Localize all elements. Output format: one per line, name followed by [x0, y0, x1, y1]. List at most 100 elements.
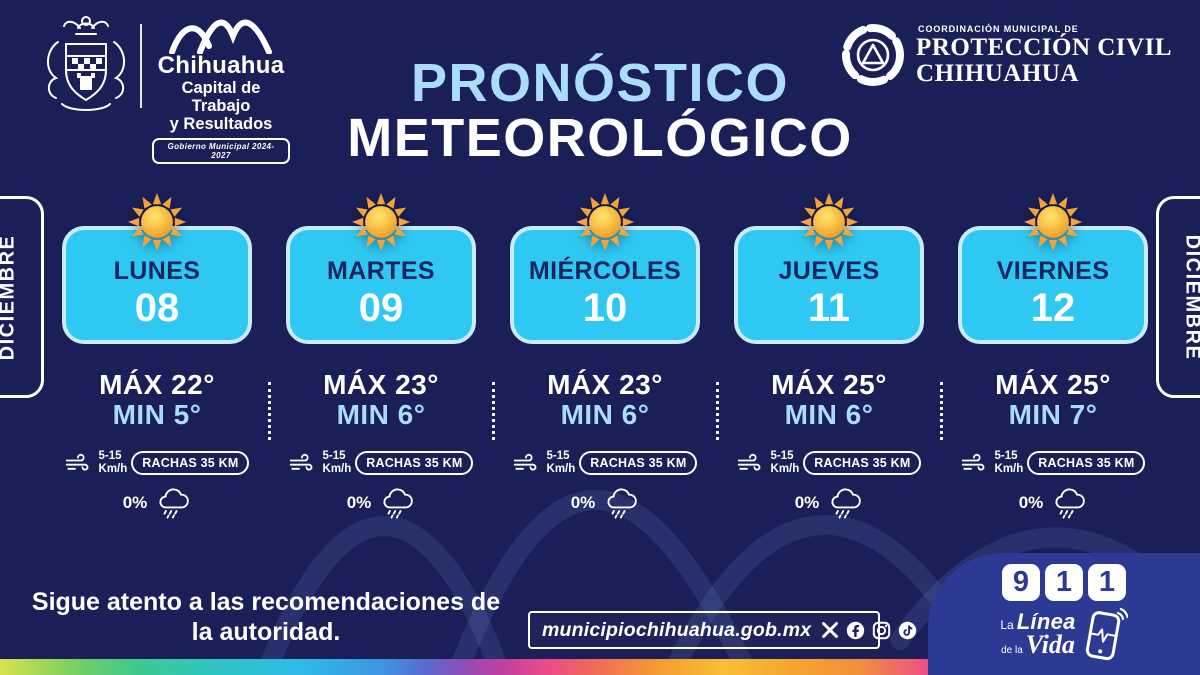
- min-temperature: MIN 5°: [112, 399, 202, 431]
- day-number: 08: [134, 285, 180, 330]
- rain-info: 0%: [347, 487, 416, 519]
- day-name: MIÉRCOLES: [528, 256, 682, 285]
- wind-speed: 5-15 Km/h: [994, 450, 1024, 475]
- brand-tagline-1: Capital de Trabajo: [181, 79, 261, 115]
- facebook-icon[interactable]: [846, 621, 865, 640]
- civil-protection-logo: COORDINACIÓN MUNICIPAL DE PROTECCIÓN CIV…: [840, 22, 1172, 88]
- wind-icon: [289, 453, 312, 471]
- day-column-martes: MARTES 09 MÁX 23° MIN 6° 5-15 Km/h: [286, 192, 476, 519]
- rain-cloud-icon: [159, 488, 190, 519]
- wind-info: 5-15 Km/h RACHAS 35 KM: [961, 450, 1146, 475]
- advice-message: Sigue atento a las recomendaciones de la…: [31, 588, 501, 646]
- min-temperature: MIN 6°: [336, 399, 426, 431]
- linea-de-la-vida: La Línea de la Vida: [1000, 606, 1128, 662]
- social-icons: [821, 621, 917, 640]
- min-temperature: MIN 6°: [784, 399, 874, 431]
- temperatures: MÁX 25° MIN 7°: [995, 369, 1111, 431]
- day-name: LUNES: [113, 256, 201, 285]
- wind-icon: [961, 453, 984, 471]
- rain-cloud-icon: [383, 488, 414, 519]
- rain-probability: 0%: [570, 492, 596, 512]
- day-number: 11: [807, 285, 851, 330]
- sun-icon: [575, 192, 635, 252]
- min-temperature: MIN 6°: [560, 399, 650, 431]
- max-temperature: MÁX 25°: [995, 369, 1111, 400]
- brand-name: Chihuahua: [157, 52, 285, 79]
- temperatures: MÁX 22° MIN 5°: [99, 369, 215, 431]
- rain-cloud-icon: [607, 488, 638, 519]
- civil-protection-line-1: PROTECCIÓN CIVIL: [916, 34, 1172, 61]
- rain-cloud-icon: [831, 488, 862, 519]
- wind-speed: 5-15 Km/h: [770, 450, 800, 475]
- rain-probability: 0%: [346, 492, 372, 512]
- month-label-left: DICIEMBRE: [0, 196, 44, 398]
- day-column-miercoles: MIÉRCOLES 10 MÁX 23° MIN 6° 5-15 Km/h: [510, 192, 700, 519]
- max-temperature: MÁX 23°: [323, 369, 439, 400]
- wind-icon: [65, 453, 88, 471]
- min-temperature: MIN 7°: [1008, 399, 1098, 431]
- website-url[interactable]: municipiochihuahua.gob.mx: [542, 618, 812, 641]
- vida-label: Vida: [1025, 629, 1075, 659]
- rain-probability: 0%: [794, 492, 820, 512]
- wind-info: 5-15 Km/h RACHAS 35 KM: [289, 450, 474, 475]
- government-badge: Gobierno Municipal 2024-2027: [152, 138, 290, 165]
- max-temperature: MÁX 22°: [99, 369, 215, 400]
- x-twitter-icon[interactable]: [821, 621, 839, 639]
- instagram-icon[interactable]: [872, 621, 891, 640]
- page-title: PRONÓSTICO METEOROLÓGICO: [0, 55, 1200, 169]
- rain-info: 0%: [571, 487, 640, 519]
- website-bar[interactable]: municipiochihuahua.gob.mx: [528, 611, 917, 649]
- rain-info: 0%: [795, 487, 864, 519]
- civil-protection-text: COORDINACIÓN MUNICIPAL DE PROTECCIÓN CIV…: [916, 24, 1172, 86]
- day-number: 09: [358, 285, 404, 330]
- gusts-pill: RACHAS 35 KM: [131, 450, 250, 475]
- header-divider: [140, 24, 142, 108]
- gusts-pill: RACHAS 35 KM: [1027, 450, 1146, 475]
- rain-probability: 0%: [122, 492, 148, 512]
- day-column-viernes: VIERNES 12 MÁX 25° MIN 7° 5-15 Km/h: [958, 192, 1148, 519]
- gusts-pill: RACHAS 35 KM: [579, 450, 698, 475]
- wind-info: 5-15 Km/h RACHAS 35 KM: [737, 450, 922, 475]
- civil-protection-line-2: CHIHUAHUA: [916, 59, 1079, 87]
- rain-info: 0%: [123, 487, 192, 519]
- column-divider: [940, 382, 943, 440]
- brand-tagline-2: y Resultados: [169, 114, 273, 133]
- temperatures: MÁX 23° MIN 6°: [547, 369, 663, 431]
- gusts-pill: RACHAS 35 KM: [355, 450, 474, 475]
- column-divider: [492, 382, 495, 440]
- day-column-jueves: JUEVES 11 MÁX 25° MIN 6° 5-15 Km/h: [734, 192, 924, 519]
- sun-icon: [127, 192, 187, 252]
- day-column-lunes: LUNES 08 MÁX 22° MIN 5° 5-15 Km/h: [62, 192, 252, 519]
- temperatures: MÁX 23° MIN 6°: [323, 369, 439, 431]
- day-number: 10: [582, 285, 628, 330]
- title-line-2: METEOROLÓGICO: [347, 108, 853, 169]
- emergency-911-panel: 9 1 1 La Línea de la Vida: [928, 553, 1200, 675]
- sun-icon: [1023, 192, 1083, 252]
- wind-icon: [737, 453, 760, 471]
- day-number: 12: [1030, 285, 1076, 330]
- digit-box: 1: [1088, 564, 1126, 601]
- rain-info: 0%: [1019, 487, 1088, 519]
- tiktok-icon[interactable]: [898, 621, 917, 640]
- wind-info: 5-15 Km/h RACHAS 35 KM: [513, 450, 698, 475]
- wind-speed: 5-15 Km/h: [98, 450, 128, 475]
- day-name: JUEVES: [778, 256, 880, 285]
- linea-label: Línea: [1016, 609, 1076, 635]
- civil-protection-small-label: COORDINACIÓN MUNICIPAL DE: [918, 24, 1079, 34]
- day-name: MARTES: [327, 256, 435, 285]
- de-la-label: de la: [1001, 644, 1023, 656]
- wind-speed: 5-15 Km/h: [322, 450, 352, 475]
- la-label: La: [1000, 618, 1014, 633]
- temperatures: MÁX 25° MIN 6°: [771, 369, 887, 431]
- rain-cloud-icon: [1055, 488, 1086, 519]
- month-label-right: DICIEMBRE: [1156, 196, 1200, 398]
- chihuahua-brand-logo: Chihuahua Capital de Trabajo y Resultado…: [152, 12, 290, 165]
- mountain-logo-icon: [169, 19, 272, 54]
- rainbow-stripe: [0, 659, 1200, 675]
- wind-speed: 5-15 Km/h: [546, 450, 576, 475]
- sun-icon: [799, 192, 859, 252]
- rain-probability: 0%: [1018, 492, 1044, 512]
- column-divider: [268, 382, 271, 440]
- max-temperature: MÁX 23°: [547, 369, 663, 400]
